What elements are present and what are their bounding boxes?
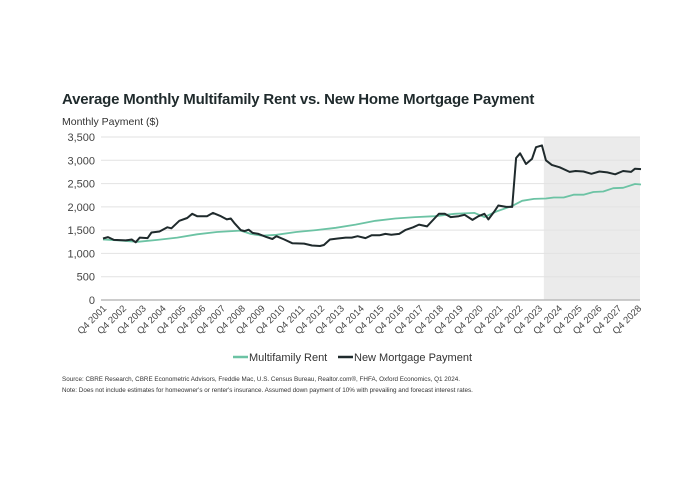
y-axis-label: Monthly Payment ($) <box>62 116 159 128</box>
y-tick-label: 500 <box>77 272 95 284</box>
chart-title: Average Monthly Multifamily Rent vs. New… <box>62 91 535 108</box>
series-line-multifamily-rent <box>102 183 642 243</box>
y-tick-label: 1,000 <box>67 248 95 260</box>
series-line-new-mortgage-payment <box>102 144 642 247</box>
y-tick-label: 0 <box>89 295 95 307</box>
y-tick-label: 1,500 <box>67 225 95 237</box>
y-tick-label: 2,500 <box>67 179 95 191</box>
source-note: Source: CBRE Research, CBRE Econometric … <box>62 376 460 383</box>
y-tick-label: 3,500 <box>67 132 95 144</box>
y-tick-label: 2,000 <box>67 202 95 214</box>
legend-label: New Mortgage Payment <box>354 352 472 364</box>
legend-label: Multifamily Rent <box>249 352 327 364</box>
footnote: Note: Does not include estimates for hom… <box>62 387 473 394</box>
forecast-shading <box>543 137 640 300</box>
y-tick-label: 3,000 <box>67 155 95 167</box>
